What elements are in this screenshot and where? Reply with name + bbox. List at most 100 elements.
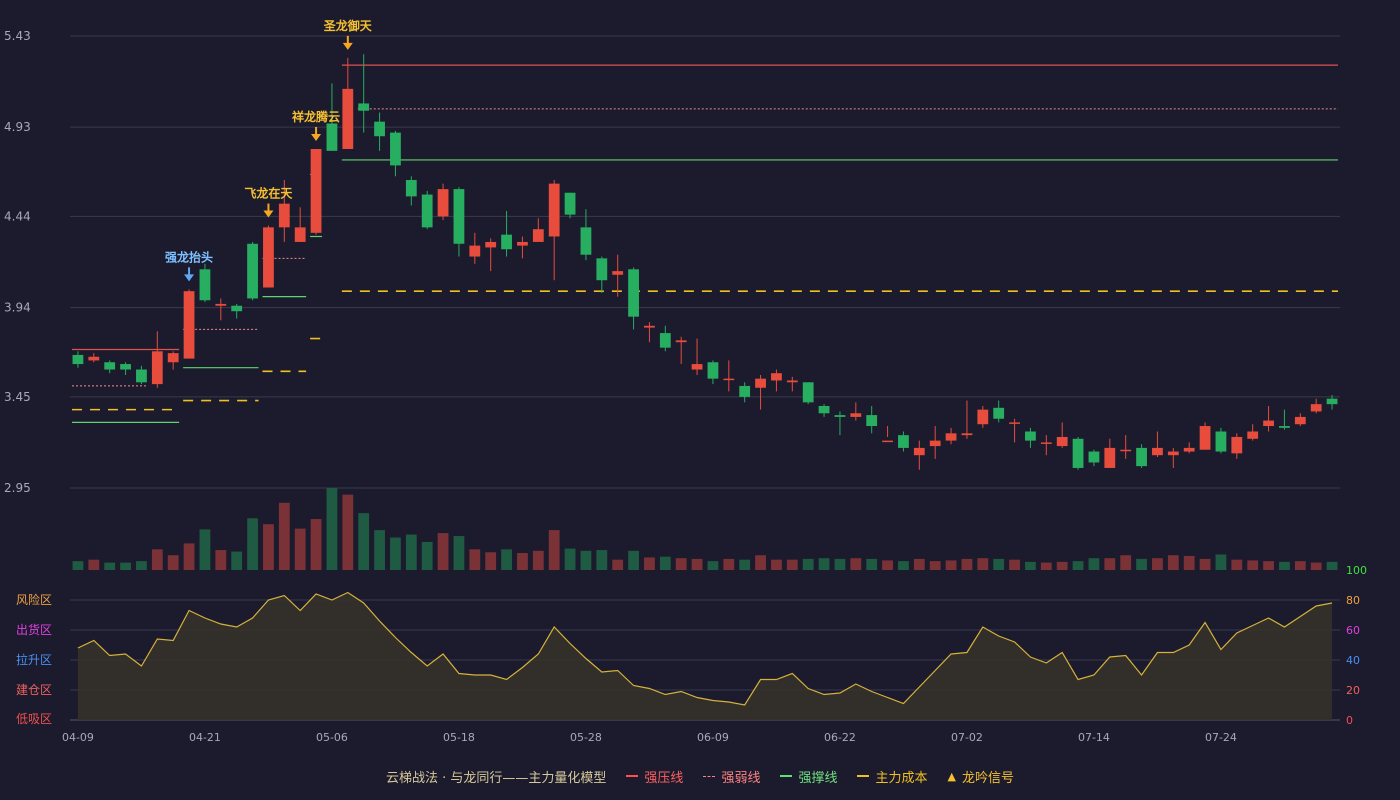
candle-body bbox=[72, 354, 84, 365]
legend-item-strong-pressure[interactable]: 强压线 bbox=[626, 767, 683, 786]
volume-bar bbox=[898, 561, 909, 570]
candle-body bbox=[294, 227, 306, 242]
candle-body bbox=[1136, 447, 1147, 467]
volume-bar bbox=[596, 550, 608, 570]
candle-body bbox=[802, 382, 814, 403]
volume-bar bbox=[707, 561, 719, 570]
legend-label: 强弱线 bbox=[721, 770, 761, 786]
x-tick-label: 05-06 bbox=[316, 731, 348, 744]
volume-bar bbox=[1152, 558, 1163, 570]
oscillator-zone-label: 拉升区 bbox=[16, 652, 52, 667]
candle-body bbox=[755, 378, 766, 388]
candle-body bbox=[517, 241, 528, 246]
candle-body bbox=[1263, 420, 1274, 427]
candle-body bbox=[929, 440, 941, 447]
candle-body bbox=[437, 189, 449, 217]
volume-bar bbox=[1231, 559, 1243, 570]
volume-bar bbox=[548, 530, 560, 570]
candle-body bbox=[977, 409, 989, 425]
volume-bar bbox=[136, 561, 147, 570]
volume-bar bbox=[755, 555, 766, 570]
signal-label: 飞龙在天 bbox=[244, 186, 293, 201]
volume-bar bbox=[1167, 555, 1179, 570]
candle-body bbox=[786, 380, 798, 383]
strong-support-swatch bbox=[780, 775, 793, 777]
x-tick-label: 04-09 bbox=[62, 731, 94, 744]
x-tick-label: 04-21 bbox=[189, 731, 221, 744]
volume-bar bbox=[929, 561, 941, 570]
candle-body bbox=[1215, 431, 1227, 452]
candle-body bbox=[151, 351, 163, 385]
candle-body bbox=[453, 189, 465, 244]
candle-body bbox=[675, 340, 687, 343]
candle-body bbox=[469, 245, 481, 257]
legend-item-weak-line[interactable]: 强弱线 bbox=[703, 767, 760, 786]
volume-bar bbox=[913, 558, 925, 570]
oscillator-zone-label: 建仓区 bbox=[16, 683, 52, 697]
volume-bar bbox=[453, 536, 465, 570]
volume-bar bbox=[501, 549, 512, 570]
candle-body bbox=[707, 362, 719, 379]
candle-body bbox=[326, 123, 338, 151]
volume-bar bbox=[739, 559, 751, 570]
volume-bar bbox=[1183, 555, 1195, 570]
signal-label: 强龙抬头 bbox=[165, 249, 213, 264]
candle-body bbox=[1294, 416, 1306, 425]
volume-bar bbox=[1104, 558, 1116, 570]
candle-body bbox=[501, 234, 512, 250]
candle-body bbox=[961, 433, 973, 436]
volume-bar bbox=[167, 555, 179, 570]
volume-bar bbox=[421, 541, 433, 570]
candle-body bbox=[850, 413, 862, 417]
oscillator-tick-label: 0 bbox=[1346, 714, 1353, 727]
volume-bar bbox=[1247, 560, 1259, 570]
candle-body bbox=[374, 121, 385, 137]
x-tick-label: 05-28 bbox=[570, 731, 602, 744]
candle-body bbox=[1310, 404, 1322, 412]
volume-bar bbox=[215, 550, 227, 570]
volume-bar bbox=[691, 558, 703, 570]
candle-body bbox=[1183, 447, 1195, 452]
candle-body bbox=[691, 364, 703, 370]
candle-body bbox=[1199, 426, 1211, 450]
candle-body bbox=[183, 291, 195, 359]
volume-bar bbox=[374, 530, 385, 570]
volume-bar bbox=[358, 513, 370, 570]
oscillator-tick-label: 80 bbox=[1346, 594, 1360, 607]
volume-bar bbox=[1136, 558, 1147, 570]
candle-body bbox=[1104, 447, 1116, 468]
signal-arrow-head bbox=[342, 42, 353, 50]
candle-body bbox=[644, 325, 655, 328]
triangle-icon: ▲ bbox=[947, 769, 956, 783]
oscillator-tick-label: 100 bbox=[1346, 564, 1367, 577]
x-tick-label: 06-22 bbox=[824, 731, 856, 744]
oscillator-zone-label: 低吸区 bbox=[16, 712, 52, 726]
candle-body bbox=[390, 132, 401, 166]
volume-bar bbox=[1215, 554, 1227, 570]
legend-label: 龙吟信号 bbox=[961, 770, 1014, 786]
volume-bar bbox=[1072, 561, 1084, 570]
candle-body bbox=[1247, 431, 1259, 439]
volume-bar bbox=[1040, 562, 1052, 570]
legend-label: 强压线 bbox=[644, 770, 684, 786]
volume-bar bbox=[247, 518, 258, 570]
volume-bar bbox=[1025, 561, 1036, 570]
legend-item-dragon-signal[interactable]: ▲ 龙吟信号 bbox=[947, 767, 1013, 786]
volume-bar bbox=[532, 550, 544, 570]
volume-bar bbox=[72, 561, 84, 570]
candle-body bbox=[136, 369, 147, 383]
candle-body bbox=[866, 415, 878, 427]
legend-item-strong-support[interactable]: 强撑线 bbox=[780, 767, 837, 786]
candle-body bbox=[945, 433, 957, 441]
price-tick-label: 5.43 bbox=[4, 29, 31, 43]
volume-bar bbox=[612, 559, 624, 570]
volume-bar bbox=[104, 562, 116, 570]
candle-body bbox=[342, 88, 354, 149]
volume-bar bbox=[1199, 558, 1211, 570]
candle-body bbox=[231, 305, 243, 312]
candle-body bbox=[723, 378, 735, 381]
volume-bar bbox=[802, 558, 814, 570]
volume-bar bbox=[294, 528, 306, 570]
legend-item-main-cost[interactable]: 主力成本 bbox=[857, 767, 927, 786]
x-tick-label: 07-14 bbox=[1078, 731, 1110, 744]
